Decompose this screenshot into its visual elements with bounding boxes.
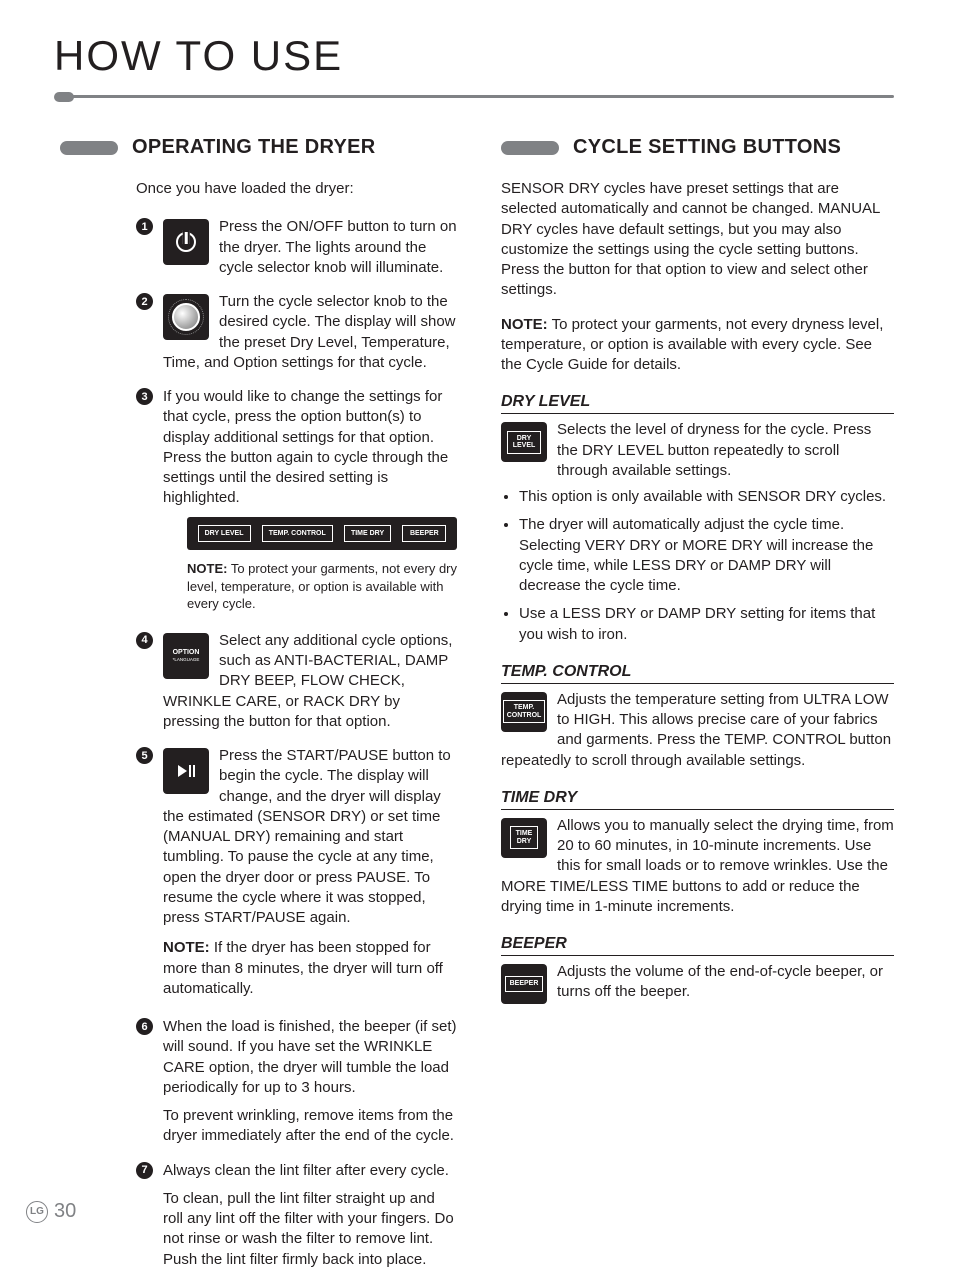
subhead-dry-level: DRY LEVEL bbox=[501, 393, 894, 414]
temp-control-block: TEMP.CONTROL Adjusts the temperature set… bbox=[501, 690, 894, 771]
time-dry-block: TIMEDRY Allows you to manually select th… bbox=[501, 816, 894, 917]
step-2: 2 Turn the cycle selector knob to the de… bbox=[136, 292, 457, 373]
step-1-text: Press the ON/OFF button to turn on the d… bbox=[219, 218, 457, 276]
page-footer: LG 30 bbox=[26, 1200, 76, 1223]
section-pill bbox=[501, 141, 559, 155]
step-5: 5 Press the START/PAUSE button to begin … bbox=[136, 746, 457, 1013]
power-icon bbox=[163, 219, 209, 265]
step-3: 3 If you would like to change the settin… bbox=[136, 387, 457, 627]
right-note: NOTE: To protect your garments, not ever… bbox=[501, 315, 894, 376]
step-number: 6 bbox=[136, 1018, 153, 1035]
heading-operating: OPERATING THE DRYER bbox=[132, 136, 376, 159]
subhead-time-dry: TIME DRY bbox=[501, 789, 894, 810]
button-strip: DRY LEVEL TEMP. CONTROL TIME DRY BEEPER bbox=[187, 517, 457, 551]
dry-level-bullets: This option is only available with SENSO… bbox=[519, 487, 894, 645]
step-7-para2: To clean, pull the lint filter straight … bbox=[163, 1189, 457, 1270]
heading-cycle-settings: CYCLE SETTING BUTTONS bbox=[573, 136, 841, 159]
page-title: HOW TO USE bbox=[54, 32, 894, 80]
time-dry-button-icon: TIMEDRY bbox=[501, 818, 547, 858]
step-6-text: When the load is finished, the beeper (i… bbox=[163, 1018, 457, 1096]
knob-icon bbox=[163, 294, 209, 340]
title-rule bbox=[60, 90, 894, 104]
temp-control-button-icon: TEMP.CONTROL bbox=[501, 692, 547, 732]
step-1: 1 Press the ON/OFF button to turn on the… bbox=[136, 217, 457, 278]
strip-btn-dry-level: DRY LEVEL bbox=[198, 525, 251, 543]
step-number: 3 bbox=[136, 388, 153, 405]
step-number: 1 bbox=[136, 218, 153, 235]
step-number: 2 bbox=[136, 293, 153, 310]
subhead-beeper: BEEPER bbox=[501, 935, 894, 956]
play-pause-icon bbox=[163, 748, 209, 794]
bullet: This option is only available with SENSO… bbox=[519, 487, 894, 507]
step-number: 5 bbox=[136, 747, 153, 764]
step-6: 6 When the load is finished, the beeper … bbox=[136, 1017, 457, 1147]
step-4: 4 OPTION *LANGUAGE Select any additional… bbox=[136, 631, 457, 732]
strip-btn-time: TIME DRY bbox=[344, 525, 391, 543]
page-number: 30 bbox=[54, 1200, 76, 1223]
step-6-para2: To prevent wrinkling, remove items from … bbox=[163, 1106, 457, 1147]
subhead-temp-control: TEMP. CONTROL bbox=[501, 663, 894, 684]
lg-logo-icon: LG bbox=[26, 1201, 48, 1223]
section-pill bbox=[60, 141, 118, 155]
step-7-text: Always clean the lint filter after every… bbox=[163, 1162, 449, 1179]
dry-level-button-icon: DRYLEVEL bbox=[501, 422, 547, 462]
step-number: 4 bbox=[136, 632, 153, 649]
dry-level-block: DRYLEVEL Selects the level of dryness fo… bbox=[501, 420, 894, 481]
step-7: 7 Always clean the lint filter after eve… bbox=[136, 1161, 457, 1270]
beeper-block: BEEPER Adjusts the volume of the end-of-… bbox=[501, 962, 894, 1003]
beeper-button-icon: BEEPER bbox=[501, 964, 547, 1004]
left-intro: Once you have loaded the dryer: bbox=[136, 179, 457, 199]
step-3-note: NOTE: NOTE: To protect your garments, no… bbox=[187, 560, 457, 613]
bullet: The dryer will automatically adjust the … bbox=[519, 515, 894, 596]
step-number: 7 bbox=[136, 1162, 153, 1179]
option-icon: OPTION *LANGUAGE bbox=[163, 633, 209, 679]
bullet: Use a LESS DRY or DAMP DRY setting for i… bbox=[519, 604, 894, 645]
strip-btn-temp: TEMP. CONTROL bbox=[262, 525, 333, 543]
step-3-text: If you would like to change the settings… bbox=[163, 388, 448, 506]
right-intro: SENSOR DRY cycles have preset settings t… bbox=[501, 179, 894, 301]
strip-btn-beeper: BEEPER bbox=[402, 525, 446, 543]
step-5-note: NOTE: If the dryer has been stopped for … bbox=[163, 938, 457, 999]
